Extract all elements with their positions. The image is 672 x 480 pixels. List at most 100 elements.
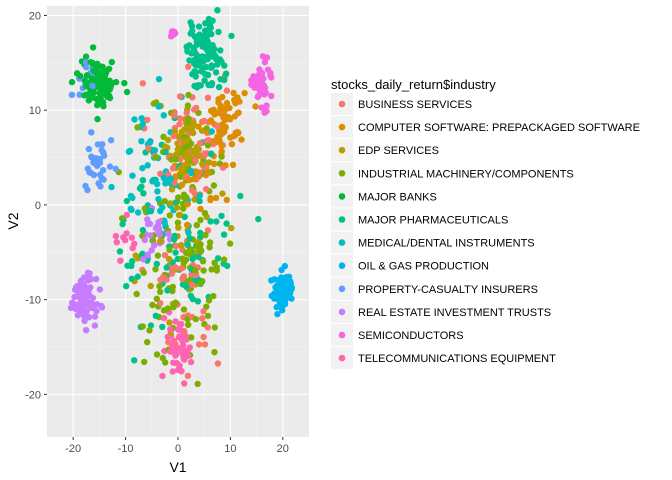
data-point	[131, 240, 138, 247]
data-point	[186, 344, 193, 351]
data-point	[123, 88, 131, 96]
data-point	[192, 267, 199, 274]
data-point	[113, 239, 121, 246]
data-point	[261, 109, 268, 116]
data-point	[214, 255, 222, 262]
data-point	[206, 244, 213, 251]
data-point	[178, 265, 185, 272]
data-point	[112, 78, 120, 86]
data-point	[82, 286, 89, 294]
data-point	[112, 165, 120, 173]
data-point	[200, 267, 207, 274]
data-point	[164, 305, 171, 312]
data-point	[157, 300, 164, 307]
data-point	[168, 186, 176, 193]
data-point	[205, 137, 212, 144]
data-point	[167, 326, 174, 333]
data-point	[139, 226, 147, 234]
data-point	[188, 187, 196, 194]
data-point	[193, 222, 200, 229]
data-point	[196, 197, 203, 205]
data-point	[201, 209, 209, 217]
data-point	[252, 103, 259, 110]
data-point	[149, 178, 156, 185]
data-point	[226, 240, 234, 247]
data-point	[184, 48, 191, 55]
data-point	[68, 91, 76, 99]
data-point	[276, 277, 283, 284]
data-point	[138, 115, 145, 122]
data-point	[213, 218, 220, 225]
data-point	[160, 133, 167, 140]
data-point	[187, 292, 194, 299]
data-point	[140, 269, 147, 276]
data-point	[176, 115, 184, 122]
data-point	[186, 57, 193, 64]
data-point	[281, 300, 289, 308]
data-point	[230, 89, 237, 97]
data-point	[195, 341, 203, 348]
data-point	[165, 230, 172, 237]
data-point	[133, 290, 140, 298]
x-tick-label: -10	[118, 443, 134, 455]
legend-point-icon	[338, 100, 346, 108]
data-point	[149, 237, 157, 244]
legend-point-icon	[338, 308, 346, 316]
x-tick-label: 10	[224, 443, 236, 455]
data-point	[123, 282, 130, 290]
data-point	[141, 358, 148, 366]
data-point	[149, 301, 156, 309]
legend-label: EDP SERVICES	[358, 145, 439, 157]
data-point	[199, 43, 206, 50]
data-point	[108, 58, 116, 66]
legend-point-icon	[338, 239, 346, 246]
y-axis-ticks: -20 -10 0 10 20	[25, 10, 47, 401]
data-point	[218, 153, 225, 160]
data-point	[106, 79, 113, 86]
legend-item: COMPUTER SOFTWARE: PREPACKAGED SOFTWARE	[331, 116, 640, 139]
data-point	[208, 150, 215, 158]
data-point	[88, 129, 95, 136]
data-point	[81, 92, 88, 99]
data-point	[147, 207, 155, 215]
y-tick-label: -20	[25, 389, 41, 401]
data-point	[282, 274, 289, 282]
y-tick-label: 10	[29, 105, 41, 117]
legend-point-icon	[338, 170, 346, 177]
data-point	[255, 77, 263, 85]
data-point	[184, 221, 191, 229]
data-point	[93, 155, 100, 162]
data-point	[192, 157, 199, 164]
data-point	[211, 349, 218, 356]
data-point	[185, 321, 192, 328]
data-point	[144, 338, 151, 346]
data-point	[145, 145, 152, 152]
data-point	[162, 180, 169, 187]
data-point	[161, 219, 168, 227]
data-point	[167, 175, 174, 182]
data-point	[97, 183, 104, 190]
data-point	[126, 147, 134, 154]
legend-label: COMPUTER SOFTWARE: PREPACKAGED SOFTWARE	[358, 122, 640, 134]
data-point	[82, 53, 90, 60]
data-point	[194, 380, 201, 388]
data-point	[271, 290, 278, 297]
data-points	[67, 7, 295, 388]
data-point	[134, 124, 141, 131]
data-point	[268, 92, 275, 100]
data-point	[106, 86, 113, 93]
data-point	[171, 112, 178, 119]
data-point	[98, 304, 106, 311]
data-point	[183, 283, 190, 290]
data-point	[232, 131, 239, 139]
data-point	[82, 327, 90, 334]
data-point	[173, 360, 180, 367]
data-point	[187, 140, 195, 147]
data-point	[176, 120, 183, 128]
data-point	[153, 223, 161, 230]
data-point	[99, 167, 107, 174]
data-point	[192, 315, 199, 323]
data-point	[209, 42, 216, 49]
data-point	[258, 69, 265, 77]
